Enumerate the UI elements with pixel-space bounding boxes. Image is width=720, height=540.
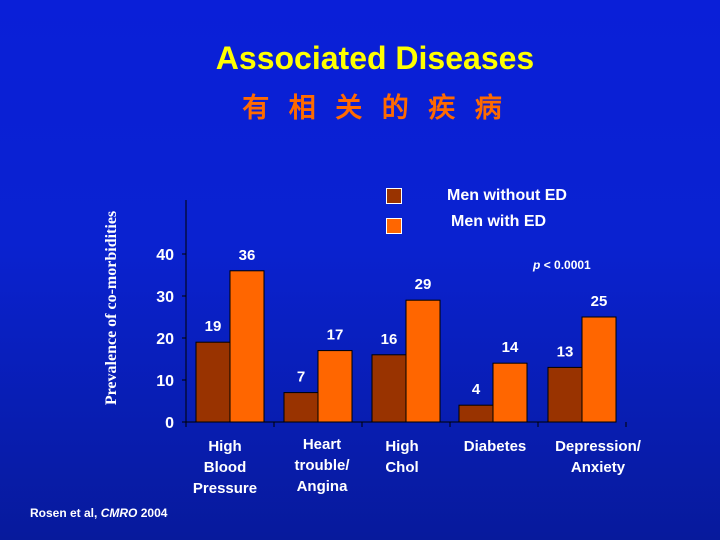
legend-item-with-ed xyxy=(386,218,402,234)
bar-value-label: 14 xyxy=(502,339,519,356)
bar-without-ed xyxy=(283,392,319,423)
y-tick-label: 20 xyxy=(156,331,174,348)
y-tick-label: 0 xyxy=(165,415,174,432)
bar-with-ed xyxy=(492,362,528,423)
y-tick-label: 30 xyxy=(156,289,174,306)
category-label-high-chol: High Chol xyxy=(385,438,419,476)
bar-value-label: 19 xyxy=(205,318,222,335)
bar-value-label: 36 xyxy=(239,247,256,264)
citation-authors: Rosen et al, xyxy=(30,506,98,520)
bar-value-label: 7 xyxy=(297,369,305,386)
p-symbol: p xyxy=(533,258,541,272)
bar-without-ed xyxy=(547,366,583,423)
p-value-note: p < 0.0001 xyxy=(533,258,591,272)
legend-item-without-ed xyxy=(386,188,402,204)
bar-without-ed xyxy=(195,341,231,423)
slide-title: Associated Diseases xyxy=(215,40,535,76)
p-value: < 0.0001 xyxy=(543,258,591,272)
y-tick-label: 10 xyxy=(156,373,174,390)
bar-value-label: 4 xyxy=(472,381,481,398)
category-label-high-blood-pressure: High Blood Pressure xyxy=(192,438,258,497)
citation-journal: CMRO xyxy=(100,506,138,520)
bar-with-ed xyxy=(229,270,265,423)
legend-label-with-ed: Men with ED xyxy=(451,213,547,230)
category-label-depression-anxiety: Depression/ Anxiety xyxy=(555,438,641,476)
citation-year: 2004 xyxy=(140,506,168,520)
bar-with-ed xyxy=(317,350,353,423)
bar-value-label: 16 xyxy=(381,331,398,348)
category-label-heart-trouble: Heart trouble/ Angina xyxy=(294,436,350,495)
bar-with-ed xyxy=(581,316,617,423)
legend-swatch-without-ed xyxy=(386,188,402,204)
y-tick-label: 40 xyxy=(156,247,174,264)
citation: Rosen et al, CMRO 2004 xyxy=(30,506,167,520)
legend-swatch-with-ed xyxy=(386,218,402,234)
bar-without-ed xyxy=(458,404,494,423)
bar-with-ed xyxy=(405,299,441,423)
legend-label-without-ed: Men without ED xyxy=(447,187,567,204)
bar-value-label: 25 xyxy=(591,293,608,310)
bar-without-ed xyxy=(371,354,407,423)
slide-subtitle: 有 相 关 的 疾 病 xyxy=(242,93,508,123)
bar-value-label: 29 xyxy=(415,276,432,293)
category-label-diabetes: Diabetes xyxy=(463,438,527,455)
bar-value-label: 17 xyxy=(327,327,344,344)
bar-value-label: 13 xyxy=(557,343,574,360)
